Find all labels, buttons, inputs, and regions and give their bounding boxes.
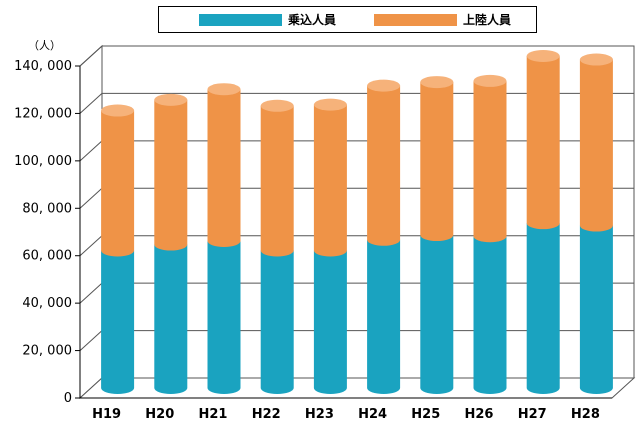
bar-segment-boarding bbox=[260, 250, 294, 395]
bar-segment-landing bbox=[579, 59, 613, 232]
bar-segment-boarding bbox=[154, 244, 188, 395]
x-tick-label: H19 bbox=[92, 407, 121, 422]
legend-item-boarding: 乗込人員 bbox=[199, 7, 336, 32]
bar-segment-boarding bbox=[473, 236, 507, 395]
x-tick-label: H26 bbox=[465, 407, 494, 422]
bar-segment-boarding bbox=[313, 250, 347, 395]
y-tick-label: 140, 000 bbox=[14, 59, 72, 74]
bar-segment-landing-top bbox=[473, 74, 507, 87]
x-tick-label: H27 bbox=[518, 407, 547, 422]
bar-segment-landing-top bbox=[313, 98, 347, 111]
x-tick-label: H22 bbox=[252, 407, 281, 422]
x-tick-label: H23 bbox=[305, 407, 334, 422]
x-tick-label: H20 bbox=[145, 407, 174, 422]
y-unit-label: （人） bbox=[28, 39, 61, 52]
bar-segment-boarding bbox=[420, 235, 454, 395]
bar-segment-boarding bbox=[367, 239, 401, 395]
bar-segment-landing-top bbox=[579, 53, 613, 66]
bar-segment-landing bbox=[207, 89, 241, 247]
x-tick-label: H21 bbox=[199, 407, 228, 422]
y-tick-label: 60, 000 bbox=[22, 249, 72, 264]
bar-segment-landing-top bbox=[101, 104, 135, 117]
gridline-side bbox=[79, 45, 103, 67]
bar-segment-boarding bbox=[207, 240, 241, 395]
plot-side-wall bbox=[79, 44, 103, 400]
bar-segment-landing-top bbox=[154, 93, 188, 106]
bar-segment-boarding bbox=[526, 223, 560, 395]
y-tick-label: 100, 000 bbox=[14, 154, 72, 169]
y-tick-label: 0 bbox=[64, 391, 72, 406]
x-tick-label: H28 bbox=[571, 407, 600, 422]
legend: 乗込人員 上陸人員 bbox=[158, 6, 537, 33]
y-tick-label: 40, 000 bbox=[22, 296, 72, 311]
gridline-side bbox=[79, 140, 103, 162]
bar-segment-landing-top bbox=[367, 79, 401, 92]
x-tick-label: H24 bbox=[358, 407, 387, 422]
bar-segment-landing-top bbox=[260, 99, 294, 112]
bar-segment-landing bbox=[367, 85, 401, 246]
legend-swatch-boarding bbox=[199, 13, 282, 26]
gridline-side bbox=[79, 235, 103, 257]
y-tick-label: 120, 000 bbox=[14, 106, 72, 121]
bar-segment-landing-top bbox=[420, 76, 454, 89]
bar-segment-landing-top bbox=[207, 83, 241, 96]
bar-segment-landing bbox=[526, 56, 560, 230]
gridline-side bbox=[79, 330, 103, 351]
x-tick-label: H25 bbox=[411, 407, 440, 422]
legend-label-boarding: 乗込人員 bbox=[288, 13, 337, 27]
gridline-side bbox=[79, 93, 103, 114]
y-tick-label: 20, 000 bbox=[22, 344, 72, 359]
gridline-side bbox=[79, 187, 103, 209]
bar-segment-landing bbox=[313, 104, 347, 257]
bar-segment-landing bbox=[473, 80, 507, 243]
gridline-side bbox=[79, 282, 103, 304]
bar-segment-landing bbox=[420, 82, 454, 242]
bar-segment-landing bbox=[101, 110, 135, 257]
legend-label-landing: 上陸人員 bbox=[463, 13, 512, 27]
bar-segment-landing-top bbox=[526, 50, 560, 62]
bar-segment-boarding bbox=[101, 250, 135, 394]
bar-segment-boarding bbox=[579, 225, 613, 395]
legend-item-landing: 上陸人員 bbox=[374, 7, 511, 32]
bar-segment-landing bbox=[154, 99, 188, 251]
bar-segment-landing bbox=[260, 105, 294, 257]
y-tick-label: 80, 000 bbox=[22, 201, 72, 216]
legend-swatch-landing bbox=[374, 13, 457, 26]
